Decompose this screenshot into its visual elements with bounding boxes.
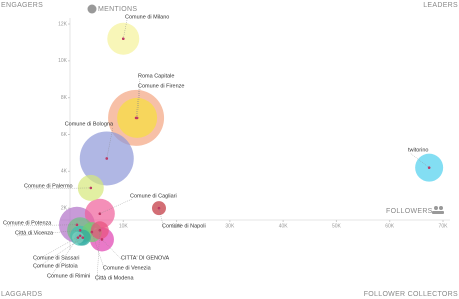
quadrant-label: LAGGARDS (1, 291, 42, 298)
leader-line (96, 230, 101, 282)
bubble-label: Comune di Rimini (47, 273, 90, 279)
leader-line (16, 230, 81, 237)
leader-line (34, 235, 81, 262)
bubble-center (121, 37, 125, 41)
bubble-center (100, 238, 104, 241)
followers-icon (432, 206, 444, 214)
bubble-center (105, 157, 109, 160)
bubble-label: Città di Vicenza (15, 230, 54, 236)
y-tick-label: 2K (61, 205, 68, 211)
bubble-label: Comune di Bologna (65, 121, 114, 127)
leader-line (91, 232, 106, 272)
bubble-label: Comune di Napoli (162, 223, 206, 229)
leader-line (25, 187, 91, 190)
x-tick-label: 60K (385, 223, 395, 229)
bubble-label: Comune di Potenza (3, 220, 52, 226)
leader-line (135, 78, 141, 118)
bubble-label: Città di Modena (95, 275, 134, 281)
y-tick-label: 12K (58, 21, 68, 27)
bubble-center (90, 230, 94, 234)
x-tick-label: 20K (172, 223, 182, 229)
bubble-label: twitorino (408, 147, 428, 153)
leader-line (106, 126, 114, 159)
x-tick-label: 50K (332, 223, 342, 229)
leader-line (136, 88, 141, 118)
mentions-icon (87, 4, 97, 14)
bubble-label: Comune di Venezia (103, 265, 152, 271)
bubble-label: Roma Capitale (138, 73, 174, 79)
leader-line (409, 152, 430, 168)
bubble-center (427, 166, 431, 169)
bubble-label: Comune di Palermo (24, 183, 73, 189)
quadrant-label: LEADERS (423, 2, 458, 9)
quadrant-label: ENGAGERS (1, 2, 43, 9)
x-axis-title: FOLLOWERS (386, 208, 433, 215)
leader-line (48, 237, 79, 280)
bubble-label: Comune di Milano (125, 14, 169, 20)
x-tick-label: 70K (439, 223, 449, 229)
bubble-label: Comune di Firenze (138, 83, 184, 89)
x-tick-label: 10K (119, 223, 129, 229)
bubbles (58, 22, 444, 252)
bubble-label: Comune di Cagliari (130, 193, 177, 199)
bubble-label: Comune di Pistoia (33, 263, 79, 269)
y-tick-label: 8K (61, 95, 68, 101)
quadrant-label: FOLLOWER COLLECTORS (364, 291, 458, 298)
bubble-label: CITTA' DI GENOVA (121, 255, 170, 261)
x-tick-label: 30K (225, 223, 235, 229)
y-tick-label: 6K (61, 132, 68, 138)
y-tick-label: 10K (58, 58, 68, 64)
leader-line (34, 237, 83, 270)
x-tick-label: 40K (279, 223, 289, 229)
y-axis-title: MENTIONS (98, 6, 137, 13)
y-tick-label: 4K (61, 169, 68, 175)
leader-line (158, 208, 165, 230)
bubble-label: Comune di Sassari (33, 255, 79, 261)
